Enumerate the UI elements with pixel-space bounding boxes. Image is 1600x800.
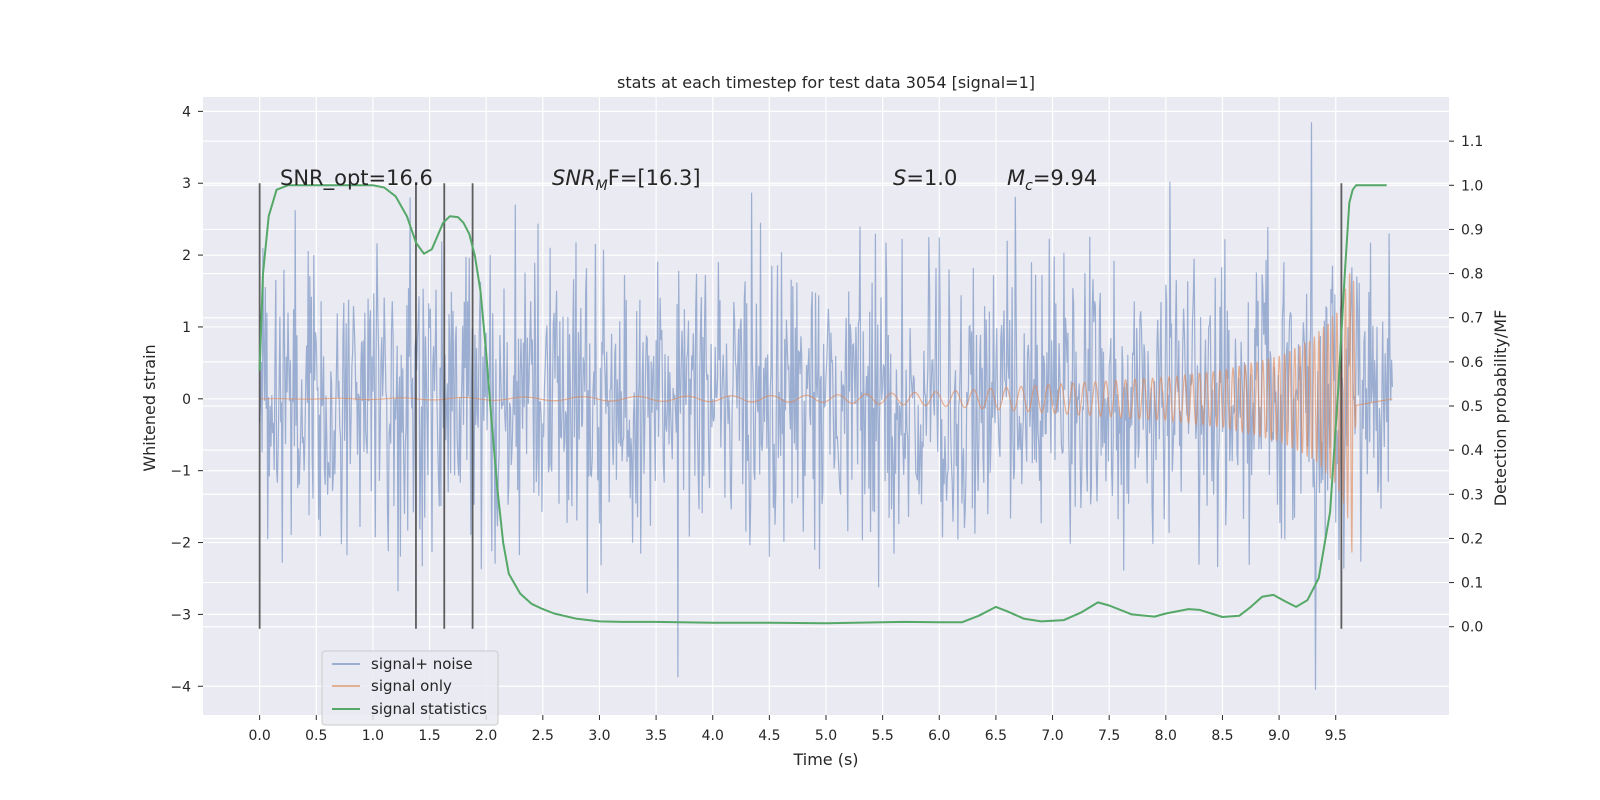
- legend-label-signal-plus-noise: signal+ noise: [371, 655, 473, 673]
- x-tick-label-6: 3.0: [588, 728, 610, 744]
- annotation-s-base: S: [893, 166, 906, 190]
- x-tick-label-3: 1.5: [418, 728, 440, 744]
- annotation-mc-rest: =9.94: [1033, 166, 1097, 190]
- x-tick-label-7: 3.5: [645, 728, 667, 744]
- right-y-tick-label-7: 0.7: [1461, 311, 1483, 327]
- signal-statistics-line: [258, 184, 1387, 625]
- axis-ticks: 0.0 0.5 1.0 1.5 2.0 2.5 3.0 3.5 4.0 4.5 5.0 5.5 6.0 6…: [170, 104, 1483, 744]
- left-y-tick-label-7: 3: [182, 176, 191, 192]
- x-tick-label-8: 4.0: [702, 728, 724, 744]
- right-y-tick-label-6: 0.6: [1461, 355, 1483, 371]
- annotation-snr-mf-rest: F=[16.3]: [608, 166, 701, 190]
- annotation-s-value: S=1.0: [893, 166, 957, 190]
- legend-label-signal-statistics: signal statistics: [371, 700, 487, 718]
- grid-lines: [203, 97, 1449, 715]
- left-y-tick-label-6: 2: [182, 248, 191, 264]
- left-y-tick-label-3: −1: [170, 464, 191, 480]
- x-tick-label-0: 0.0: [249, 728, 271, 744]
- annotations: SNR_opt=16.6 SNRMF=[16.3] S=1.0 Mc=9.94: [280, 166, 1097, 194]
- right-y-tick-label-3: 0.3: [1461, 487, 1483, 503]
- annotation-mc-value: Mc=9.94: [1007, 166, 1097, 194]
- left-y-tick-label-0: −4: [170, 679, 191, 695]
- right-y-tick-label-11: 1.1: [1461, 134, 1483, 150]
- right-y-tick-label-9: 0.9: [1461, 222, 1483, 238]
- left-y-tick-label-1: −3: [170, 607, 191, 623]
- left-y-tick-label-4: 0: [182, 392, 191, 408]
- signal-plus-noise-line: [259, 122, 1393, 690]
- annotation-snr-mf-base: SNR: [552, 166, 596, 190]
- annotation-mc-base: M: [1007, 166, 1025, 190]
- series-signal-plus-noise: [259, 122, 1393, 690]
- x-tick-label-15: 7.5: [1098, 728, 1120, 744]
- right-y-tick-label-8: 0.8: [1461, 267, 1483, 283]
- signal-only-line: [259, 273, 1393, 553]
- right-y-tick-label-2: 0.2: [1461, 531, 1483, 547]
- right-y-tick-label-5: 0.5: [1461, 399, 1483, 415]
- legend-label-signal-only: signal only: [371, 677, 452, 695]
- annotation-snr-mf-sub: M: [596, 178, 608, 194]
- x-tick-label-19: 9.5: [1325, 728, 1347, 744]
- x-tick-label-17: 8.5: [1211, 728, 1233, 744]
- right-y-tick-label-1: 0.1: [1461, 576, 1483, 592]
- x-tick-label-14: 7.0: [1041, 728, 1063, 744]
- series-signal-only: [259, 273, 1393, 553]
- x-axis-label: Time (s): [792, 750, 858, 769]
- x-tick-label-13: 6.5: [985, 728, 1007, 744]
- left-y-axis-label: Whitened strain: [140, 344, 159, 471]
- x-tick-label-12: 6.0: [928, 728, 950, 744]
- x-tick-label-2: 1.0: [362, 728, 384, 744]
- left-y-tick-label-5: 1: [182, 320, 191, 336]
- annotation-mc-sub: c: [1025, 178, 1033, 194]
- right-y-axis-label: Detection probability/MF: [1491, 310, 1510, 507]
- x-tick-label-10: 5.0: [815, 728, 837, 744]
- left-y-tick-label-2: −2: [170, 536, 191, 552]
- series-signal-statistics: [258, 184, 1387, 625]
- right-y-tick-label-0: 0.0: [1461, 620, 1483, 636]
- left-y-tick-label-8: 4: [182, 104, 191, 120]
- right-y-tick-label-4: 0.4: [1461, 443, 1483, 459]
- x-tick-label-1: 0.5: [305, 728, 327, 744]
- x-tick-label-16: 8.0: [1155, 728, 1177, 744]
- x-tick-label-4: 2.0: [475, 728, 497, 744]
- right-y-tick-label-10: 1.0: [1461, 178, 1483, 194]
- x-tick-label-5: 2.5: [532, 728, 554, 744]
- annotation-s-rest: =1.0: [906, 166, 957, 190]
- vertical-markers: [258, 183, 1343, 629]
- x-tick-label-18: 9.0: [1268, 728, 1290, 744]
- chart-title: stats at each timestep for test data 305…: [617, 73, 1035, 92]
- annotation-snr-mf: SNRMF=[16.3]: [552, 166, 701, 194]
- annotation-snr-opt: SNR_opt=16.6: [280, 166, 433, 191]
- x-tick-label-11: 5.5: [872, 728, 894, 744]
- legend: signal+ noise signal only signal statist…: [321, 650, 499, 726]
- x-tick-label-9: 4.5: [758, 728, 780, 744]
- legend-box: [321, 650, 499, 726]
